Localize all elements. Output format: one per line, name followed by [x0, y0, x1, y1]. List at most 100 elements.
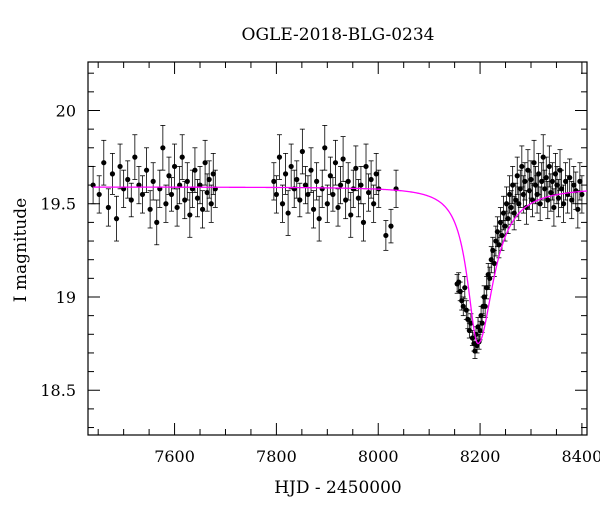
data-point [457, 288, 463, 294]
y-tick-label: 20 [56, 101, 76, 120]
data-point [388, 223, 394, 229]
data-point [184, 178, 190, 184]
data-point [314, 178, 320, 184]
data-point [488, 257, 494, 263]
data-point [285, 210, 291, 216]
data-point [343, 197, 349, 203]
data-point [348, 212, 354, 218]
data-point [477, 327, 483, 334]
data-point [575, 206, 581, 212]
data-point [319, 186, 325, 192]
data-point [484, 285, 490, 291]
x-axis-label: HJD - 2450000 [274, 478, 402, 498]
x-tick-label: 8000 [358, 447, 399, 466]
data-point [469, 335, 476, 341]
data-point [542, 186, 548, 192]
data-point [197, 182, 203, 188]
data-point [460, 303, 466, 309]
data-point [525, 167, 531, 173]
data-point [174, 204, 180, 211]
chart-title: OGLE-2018-BLG-0234 [242, 25, 435, 45]
y-axis-tick-labels: 18.5 19 19.5 20 [40, 101, 76, 400]
data-point [353, 165, 359, 171]
data-point [177, 182, 183, 188]
data-point [494, 229, 500, 235]
data-point [481, 294, 487, 300]
data-point [294, 176, 300, 183]
data-point [345, 178, 351, 184]
data-point [552, 171, 559, 177]
data-point [154, 219, 160, 225]
data-point [479, 320, 485, 326]
data-point [96, 191, 102, 198]
data-point [125, 176, 131, 183]
data-point [496, 242, 502, 248]
data-point [322, 145, 328, 151]
data-point [305, 191, 311, 198]
data-point [136, 182, 142, 188]
data-point [459, 298, 465, 304]
data-point [505, 216, 511, 222]
data-point [105, 204, 111, 211]
data-point [204, 189, 210, 196]
data-point [139, 191, 146, 198]
data-point [507, 191, 513, 198]
data-point [569, 197, 575, 203]
data-point [536, 171, 542, 177]
data-point [558, 186, 565, 192]
y-tick-label: 19 [56, 288, 76, 307]
data-point [510, 182, 516, 188]
x-axis-tick-labels: 7600 7800 8000 8200 8400 [154, 447, 600, 466]
data-point [511, 210, 517, 216]
data-point [113, 216, 120, 222]
data-point [528, 176, 534, 183]
x-tick-label: 8200 [460, 447, 501, 466]
data-point [202, 160, 208, 166]
data-point [109, 171, 116, 177]
x-tick-label: 7600 [154, 447, 195, 466]
data-point [540, 154, 546, 160]
data-point [526, 188, 533, 194]
data-point [502, 223, 508, 229]
y-axis-ticks [88, 72, 587, 429]
data-point [383, 232, 389, 239]
data-point [337, 182, 344, 188]
data-point [168, 191, 175, 198]
data-point [463, 307, 469, 313]
data-point [166, 173, 172, 179]
data-point [340, 156, 346, 162]
data-point [472, 348, 478, 354]
data-point [327, 173, 333, 179]
data-point [456, 279, 462, 285]
x-tick-label: 7800 [256, 447, 297, 466]
data-point [143, 167, 150, 173]
data-point [537, 201, 543, 207]
data-point [551, 204, 557, 211]
data-point [557, 167, 563, 173]
y-tick-label: 19.5 [40, 195, 76, 214]
data-point [546, 163, 552, 170]
data-point [549, 178, 555, 184]
data-point [368, 176, 374, 183]
data-point [282, 171, 289, 177]
data-point [192, 167, 198, 173]
plot-frame [87, 61, 588, 436]
data-point [288, 163, 294, 170]
data-point [508, 204, 514, 211]
data-point [330, 191, 336, 198]
data-point [271, 178, 277, 184]
data-point [522, 178, 528, 184]
data-point [208, 201, 214, 207]
data-point [365, 189, 372, 196]
y-axis-label: I magnitude [11, 198, 31, 302]
data-point [163, 201, 169, 207]
data-point [465, 316, 471, 322]
data-point [520, 191, 526, 198]
data-point [299, 148, 305, 155]
model-curve [93, 186, 588, 345]
data-point [516, 201, 522, 207]
data-point [355, 195, 361, 201]
data-point [577, 178, 583, 184]
data-point [503, 201, 510, 207]
